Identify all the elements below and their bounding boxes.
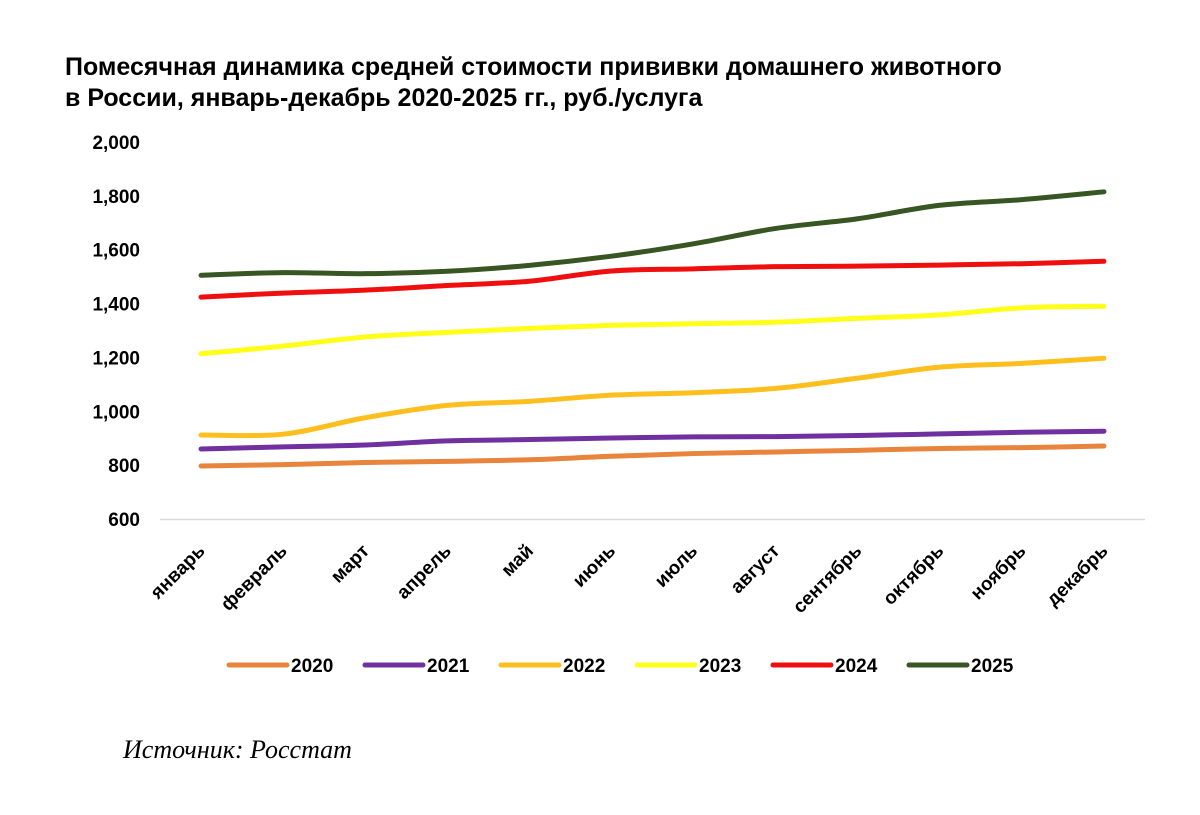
y-tick-label: 1,600 bbox=[92, 241, 140, 262]
x-tick-label: апрель bbox=[393, 541, 456, 604]
y-tick-label: 2,000 bbox=[92, 133, 140, 154]
x-tick-label: июнь bbox=[569, 541, 620, 592]
legend-label-2025: 2025 bbox=[971, 656, 1014, 677]
x-axis: январь февраль март апрель май июнь июль август… bbox=[146, 541, 1112, 618]
y-tick-label: 1,800 bbox=[92, 187, 140, 208]
x-tick-label: май bbox=[498, 541, 538, 581]
y-tick-label: 1,200 bbox=[92, 348, 140, 369]
series-layer bbox=[198, 189, 1107, 469]
x-tick-label: июль bbox=[651, 541, 702, 592]
x-tick-label: сентябрь bbox=[789, 541, 866, 618]
x-tick-label: октябрь bbox=[879, 541, 948, 610]
series-line-2020 bbox=[198, 443, 1107, 469]
chart-title-line2: в России, январь-декабрь 2020-2025 гг., … bbox=[65, 84, 703, 112]
x-tick-label: декабрь bbox=[1043, 541, 1113, 611]
y-tick-label: 600 bbox=[108, 510, 140, 531]
chart-title-line1: Помесячная динамика средней стоимости пр… bbox=[65, 53, 1002, 81]
series-line-2025 bbox=[198, 189, 1107, 278]
x-tick-label: август bbox=[727, 541, 784, 598]
legend-label-2021: 2021 bbox=[427, 656, 470, 677]
x-tick-label: январь bbox=[146, 541, 210, 605]
x-tick-label: март bbox=[327, 541, 374, 588]
y-tick-label: 1,400 bbox=[92, 295, 140, 316]
series-line-2021 bbox=[198, 428, 1107, 452]
series-line-2022 bbox=[198, 355, 1107, 439]
source-note: Источник: Росстат bbox=[123, 735, 352, 764]
chart-title: Помесячная динамика средней стоимости пр… bbox=[65, 52, 1165, 114]
series-line-2024 bbox=[198, 258, 1107, 300]
legend-label-2022: 2022 bbox=[563, 656, 605, 677]
legend-label-2020: 2020 bbox=[291, 656, 333, 677]
x-tick-label: февраль bbox=[217, 541, 292, 616]
y-tick-label: 800 bbox=[108, 456, 140, 477]
legend-label-2024: 2024 bbox=[835, 656, 878, 677]
legend-label-2023: 2023 bbox=[699, 656, 741, 677]
y-axis: 600 800 1,000 1,200 1,400 1,600 1,800 2,000 bbox=[92, 133, 140, 531]
series-line-2023 bbox=[198, 303, 1107, 357]
legend: 2020 2021 2022 2023 2024 2025 bbox=[226, 656, 1014, 677]
y-tick-label: 1,000 bbox=[92, 402, 140, 423]
x-tick-label: ноябрь bbox=[967, 541, 1031, 605]
